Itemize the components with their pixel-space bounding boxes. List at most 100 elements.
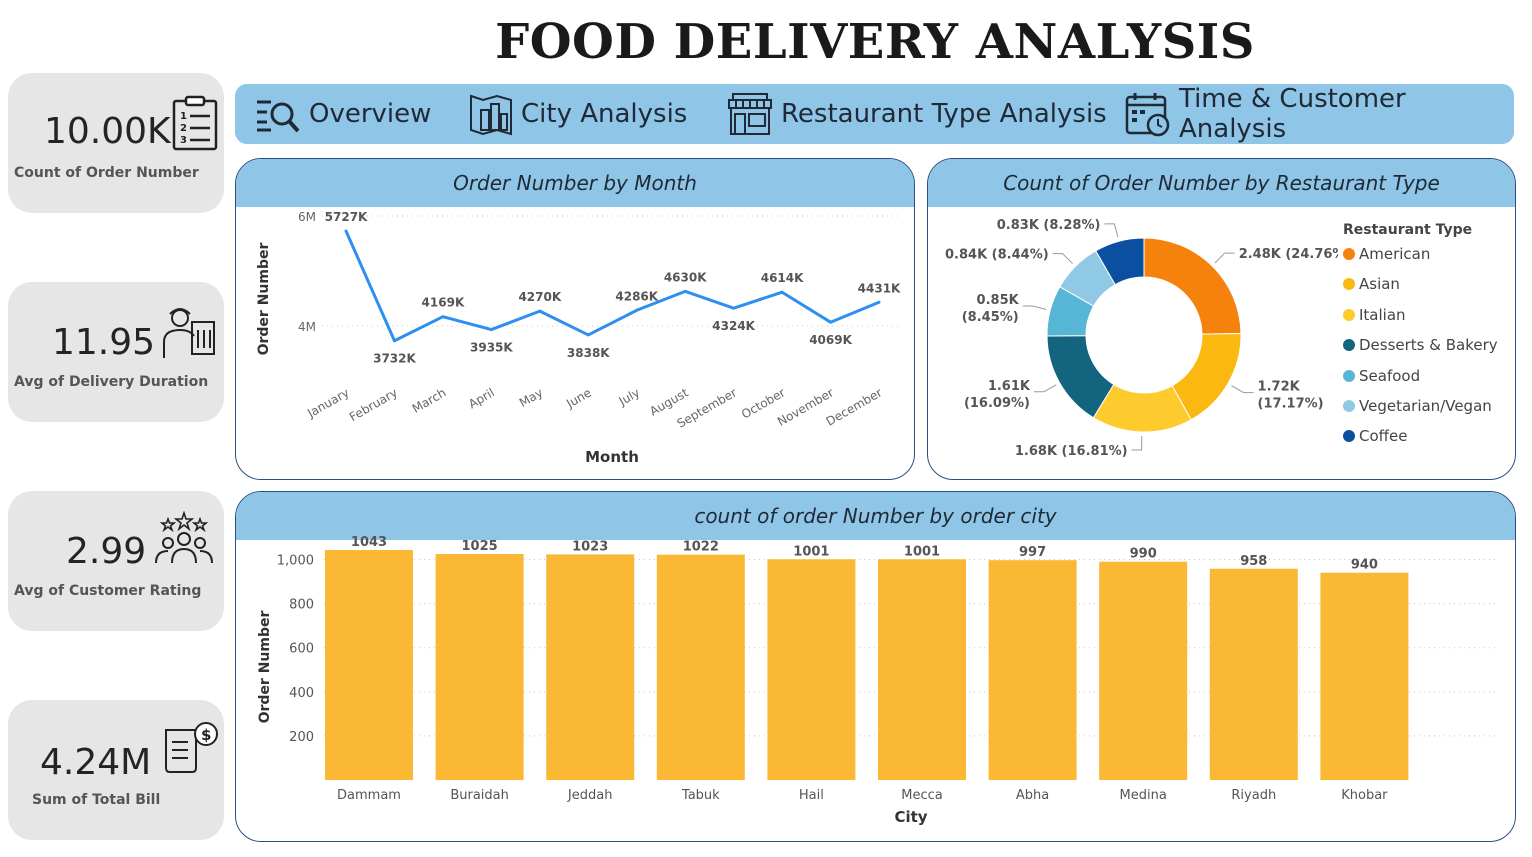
y-tick-label: 200: [289, 730, 314, 745]
x-tick-label: May: [517, 385, 545, 410]
city-map-icon: [470, 94, 512, 136]
bill-icon: $: [165, 722, 218, 773]
data-point: [877, 300, 881, 304]
leader-line: [1033, 384, 1057, 393]
bar: [878, 559, 966, 780]
data-label: 3732K: [373, 352, 416, 366]
legend-swatch: [1343, 308, 1355, 321]
legend-swatch: [1343, 339, 1355, 352]
leader-line: [1104, 223, 1119, 238]
bar-data-label: 997: [1019, 545, 1046, 560]
slice-label: 0.83K (8.28%): [997, 218, 1101, 233]
bar: [767, 559, 856, 780]
slice-label-percent: (8.45%): [962, 310, 1019, 325]
x-tick-label: June: [563, 385, 594, 411]
line-chart-panel: Order Number by Month 4M 6M Order Number Mo…: [235, 158, 915, 480]
data-label: 3935K: [470, 341, 513, 355]
legend-item[interactable]: Vegetarian/Vegan: [1343, 397, 1492, 415]
data-point: [489, 328, 493, 332]
legend-swatch: [1343, 400, 1355, 412]
calendar-clock-icon: [1125, 93, 1170, 137]
legend-item[interactable]: Coffee: [1343, 427, 1407, 445]
bar: [656, 554, 745, 780]
leader-line: [1052, 253, 1073, 264]
legend-label: Seafood: [1359, 366, 1421, 385]
data-point: [683, 289, 687, 293]
x-tick-label: January: [304, 385, 351, 420]
legend-item[interactable]: Asian: [1343, 275, 1400, 293]
nav-tab-overview[interactable]: Overview: [255, 84, 431, 144]
clipboard-list-icon: 1 2 3: [172, 95, 218, 151]
bar-data-label: 940: [1351, 558, 1378, 573]
y-tick-label: 1,000: [277, 554, 314, 569]
y-axis-title: Order Number: [256, 243, 272, 356]
bar-data-label: 1001: [793, 544, 829, 559]
kpi-value: 11.95: [52, 322, 156, 363]
y-tick-label: 6M: [298, 210, 316, 224]
nav-tab-city-analysis[interactable]: City Analysis: [469, 84, 687, 144]
bar-chart-panel: count of order Number by order city 200 4…: [235, 491, 1516, 842]
customer-rating-icon: [155, 511, 213, 564]
legend-title: Restaurant Type: [1343, 222, 1473, 238]
svg-text:1: 1: [180, 111, 187, 122]
bar: [1099, 561, 1188, 780]
slice-label-value: 0.85K: [977, 293, 1020, 308]
y-tick-label: 800: [289, 598, 314, 613]
bar-data-label: 990: [1130, 547, 1157, 562]
x-tick-label: Dammam: [337, 788, 401, 803]
nav-label: City Analysis: [521, 99, 688, 129]
nav-tab-time-customer-analysis[interactable]: Time & Customer Analysis: [1125, 84, 1514, 144]
bar-data-label: 1025: [462, 539, 498, 554]
slice-label-value: 1.72K: [1258, 380, 1301, 395]
leader-line: [1131, 435, 1143, 451]
legend-label: Coffee: [1359, 427, 1408, 446]
data-label: 4614K: [761, 271, 804, 285]
kpi-label: Sum of Total Bill: [32, 792, 161, 808]
legend-label: Vegetarian/Vegan: [1359, 397, 1492, 415]
svg-text:3: 3: [180, 135, 187, 146]
x-tick-label: Tabuk: [681, 788, 720, 803]
y-axis-title: Order Number: [257, 611, 273, 724]
bar-data-label: 958: [1240, 554, 1267, 569]
legend-item[interactable]: Desserts & Bakery: [1343, 336, 1498, 354]
y-tick-label: 400: [289, 686, 314, 701]
legend-item[interactable]: Seafood: [1343, 367, 1420, 385]
legend-label: Asian: [1359, 275, 1400, 294]
x-tick-label: Abha: [1016, 788, 1049, 803]
data-point: [732, 306, 736, 310]
bar: [1209, 568, 1298, 780]
leader-line: [1214, 252, 1235, 264]
data-label: 4431K: [858, 281, 901, 295]
kpi-card-order-count: 10.00K 1 2 3 Count of Order Number: [8, 73, 224, 213]
x-tick-label: July: [616, 385, 643, 408]
delivery-person-icon: [163, 308, 215, 358]
bar-data-label: 1023: [572, 539, 608, 554]
x-tick-label: Jeddah: [567, 788, 613, 803]
data-label: 4630K: [664, 270, 707, 284]
data-point: [538, 309, 542, 313]
legend-item[interactable]: Italian: [1343, 306, 1406, 324]
kpi-label: Count of Order Number: [14, 165, 199, 181]
svg-text:$: $: [201, 726, 211, 744]
kpi-value: 10.00K: [44, 111, 171, 152]
data-label: 5727K: [325, 210, 368, 224]
donut-chart-panel: Count of Order Number by Restaurant Type…: [927, 158, 1516, 480]
x-tick-label: March: [410, 385, 449, 415]
kpi-label: Avg of Customer Rating: [14, 583, 202, 599]
legend-item[interactable]: American: [1343, 245, 1430, 263]
x-axis-title: Month: [585, 448, 639, 466]
bar: [325, 550, 413, 780]
nav-tab-restaurant-type-analysis[interactable]: Restaurant Type Analysis: [727, 84, 1107, 144]
nav-label: Time & Customer Analysis: [1179, 84, 1406, 144]
leader-line: [1022, 305, 1047, 311]
line-chart-title: Order Number by Month: [236, 159, 914, 207]
donut-slice: [1143, 237, 1242, 335]
kpi-card-customer-rating: 2.99 Avg of Customer Rating: [8, 491, 224, 631]
data-label: 4069K: [809, 333, 852, 347]
slice-label-percent: (16.09%): [964, 396, 1030, 411]
svg-text:2: 2: [180, 123, 187, 134]
donut-slice: [1095, 237, 1145, 286]
x-tick-label: Khobar: [1341, 788, 1388, 803]
x-tick-label: Buraidah: [450, 788, 509, 803]
kpi-value: 4.24M: [40, 742, 152, 783]
